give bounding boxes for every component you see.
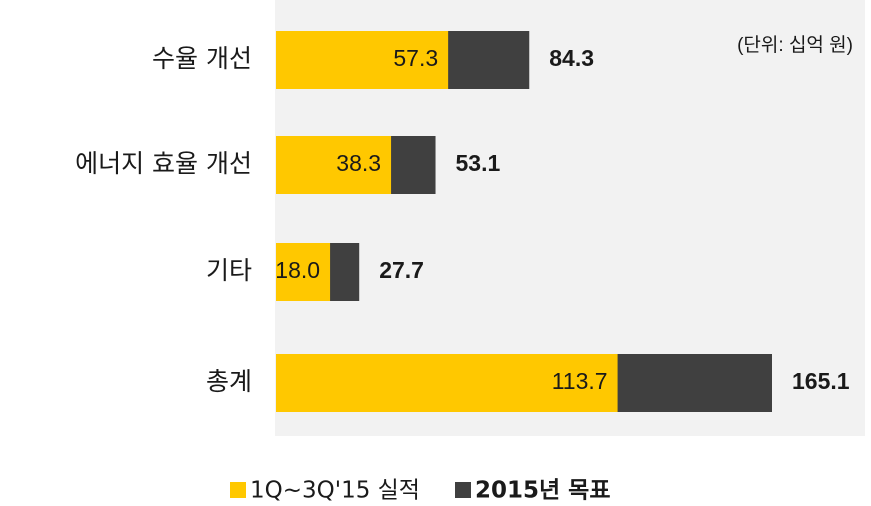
actual-bar xyxy=(276,31,449,89)
target-label: 165.1 xyxy=(792,368,850,394)
actual-bar xyxy=(276,243,331,301)
category-label: 기타 xyxy=(206,256,252,285)
target-label: 27.7 xyxy=(379,257,424,283)
actual-label: 18.0 xyxy=(275,257,320,283)
legend-label: 1Q~3Q'15 실적 xyxy=(250,478,420,504)
category-label: 수율 개선 xyxy=(152,44,252,73)
category-label: 에너지 효율 개선 xyxy=(75,149,252,178)
target-label: 84.3 xyxy=(549,45,594,71)
actual-label: 38.3 xyxy=(336,150,381,176)
actual-bar xyxy=(276,354,618,412)
target-label: 53.1 xyxy=(456,150,501,176)
actual-label: 113.7 xyxy=(552,368,608,394)
actual-bar xyxy=(276,136,392,194)
unit-note: (단위: 십억 원) xyxy=(737,34,853,56)
category-label: 총계 xyxy=(206,367,252,396)
legend-swatch xyxy=(455,482,471,498)
actual-label: 57.3 xyxy=(393,45,438,71)
legend-label: 2015년 목표 xyxy=(475,478,611,504)
legend-swatch xyxy=(230,482,246,498)
